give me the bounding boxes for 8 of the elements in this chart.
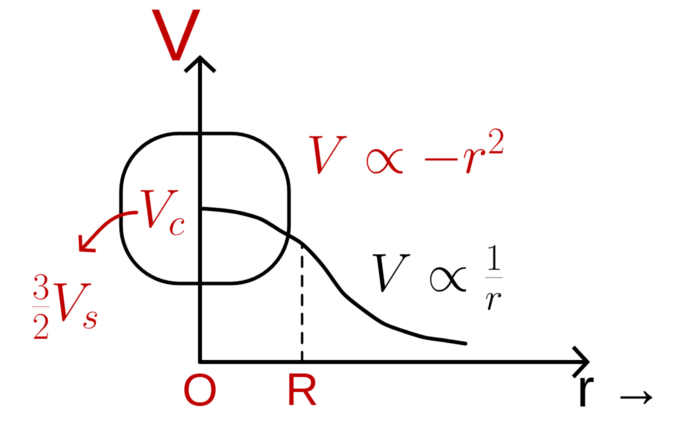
text: $V_{c}$ — [140, 190, 184, 236]
x-tick-label: R — [289, 374, 317, 406]
x-tick-label: O — [184, 374, 216, 406]
y-axis-title: V — [152, 10, 200, 60]
text: $\frac{3}{2}V_{s}$ — [32, 274, 98, 339]
text: $V\propto -r^{2}$ — [309, 128, 504, 174]
annotation: $V\propto\frac{1}{r}$ — [372, 244, 503, 310]
x-axis-title: r → — [580, 378, 652, 406]
